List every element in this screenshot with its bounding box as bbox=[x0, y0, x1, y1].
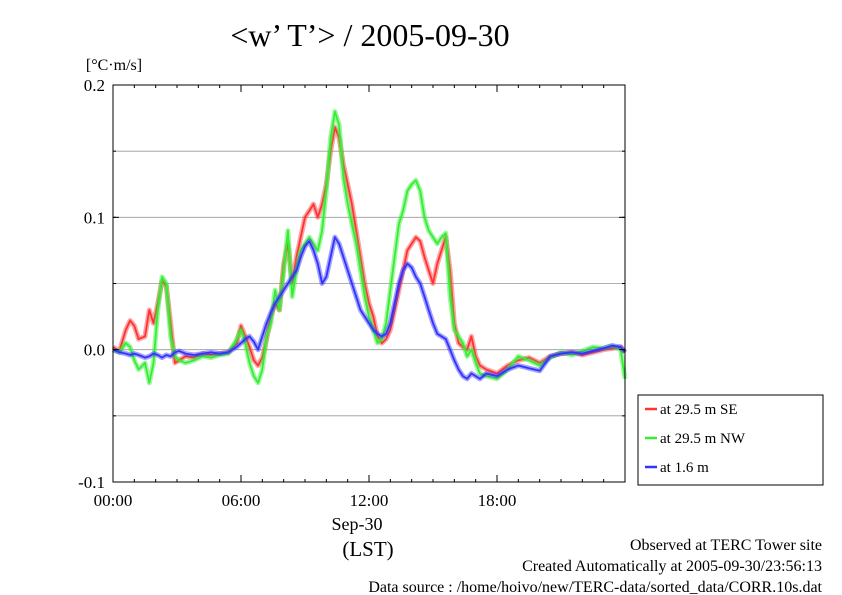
y-tick-label: 0.0 bbox=[84, 341, 105, 360]
legend-label: at 1.6 m bbox=[660, 460, 709, 476]
x-tick-label: 18:00 bbox=[478, 491, 517, 510]
legend-label: at 29.5 m SE bbox=[660, 402, 738, 418]
x-unit-label: (LST) bbox=[342, 537, 393, 561]
y-ticks: -0.1 0.0 0.1 0.2 bbox=[78, 76, 625, 492]
chart-title: <w’ T’> / 2005-09-30 bbox=[230, 17, 509, 53]
legend-box bbox=[637, 394, 824, 486]
series-line bbox=[112, 110, 626, 384]
footer-created: Created Automatically at 2005-09-30/23:5… bbox=[522, 558, 822, 575]
legend: at 29.5 m SE at 29.5 m NW at 1.6 m bbox=[637, 394, 824, 486]
x-tick-label: 12:00 bbox=[350, 491, 389, 510]
legend-label: at 29.5 m NW bbox=[660, 431, 746, 447]
series-line bbox=[112, 126, 626, 375]
footer-source: Data source : /home/hoivo/new/TERC-data/… bbox=[368, 579, 822, 595]
y-tick-label: -0.1 bbox=[78, 473, 105, 492]
series-group bbox=[111, 109, 628, 386]
footer-site: Observed at TERC Tower site bbox=[630, 537, 822, 554]
series-band bbox=[112, 109, 628, 386]
y-axis-label: [°C·m/s] bbox=[86, 57, 142, 74]
x-tick-label: 06:00 bbox=[222, 491, 261, 510]
y-tick-label: 0.2 bbox=[84, 76, 105, 95]
series-line bbox=[112, 236, 626, 380]
series-band bbox=[111, 124, 627, 376]
x-date-label: Sep-30 bbox=[332, 514, 383, 534]
x-tick-label: 00:00 bbox=[94, 491, 133, 510]
grid-lines bbox=[113, 150, 625, 417]
x-ticks: 00:00 06:00 12:00 18:00 bbox=[94, 85, 626, 510]
y-tick-label: 0.1 bbox=[84, 208, 105, 227]
